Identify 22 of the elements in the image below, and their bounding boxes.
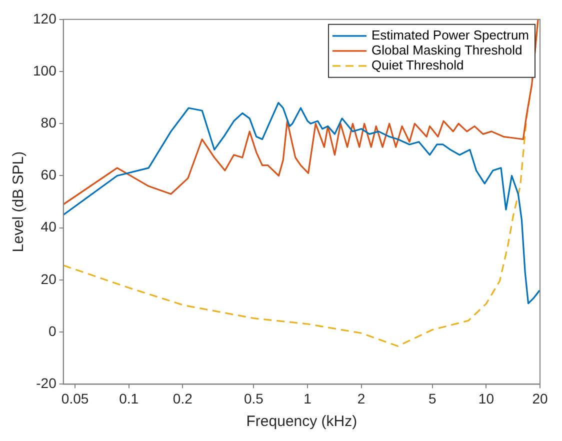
y-tick-label: 120 — [33, 10, 57, 26]
y-tick-label: 80 — [40, 114, 57, 130]
y-tick-label: 100 — [33, 62, 57, 78]
legend-label: Estimated Power Spectrum — [371, 27, 530, 42]
x-tick-label: 20 — [532, 390, 548, 406]
y-tick-label: 40 — [40, 218, 57, 235]
x-tick-label: 0.2 — [172, 390, 193, 406]
x-tick-label: 0.5 — [244, 390, 264, 406]
legend-label: Quiet Threshold — [371, 57, 464, 72]
y-tick-label: 0 — [48, 322, 57, 339]
x-tick-label: 1 — [304, 390, 312, 406]
x-tick-label: 2 — [357, 390, 366, 406]
y-axis-title: Level (dB SPL) — [10, 151, 28, 252]
x-axis-title: Frequency (kHz) — [246, 413, 358, 430]
x-tick-label: 0.05 — [61, 390, 89, 406]
x-tick-label: 10 — [478, 390, 494, 406]
x-tick-label: 0.1 — [119, 390, 139, 406]
x-tick-label: 5 — [428, 390, 437, 406]
y-tick-label: 20 — [40, 270, 57, 287]
y-tick-label: 60 — [40, 166, 57, 183]
legend-label: Global Masking Threshold — [371, 42, 522, 58]
y-tick-label: -20 — [36, 375, 57, 392]
